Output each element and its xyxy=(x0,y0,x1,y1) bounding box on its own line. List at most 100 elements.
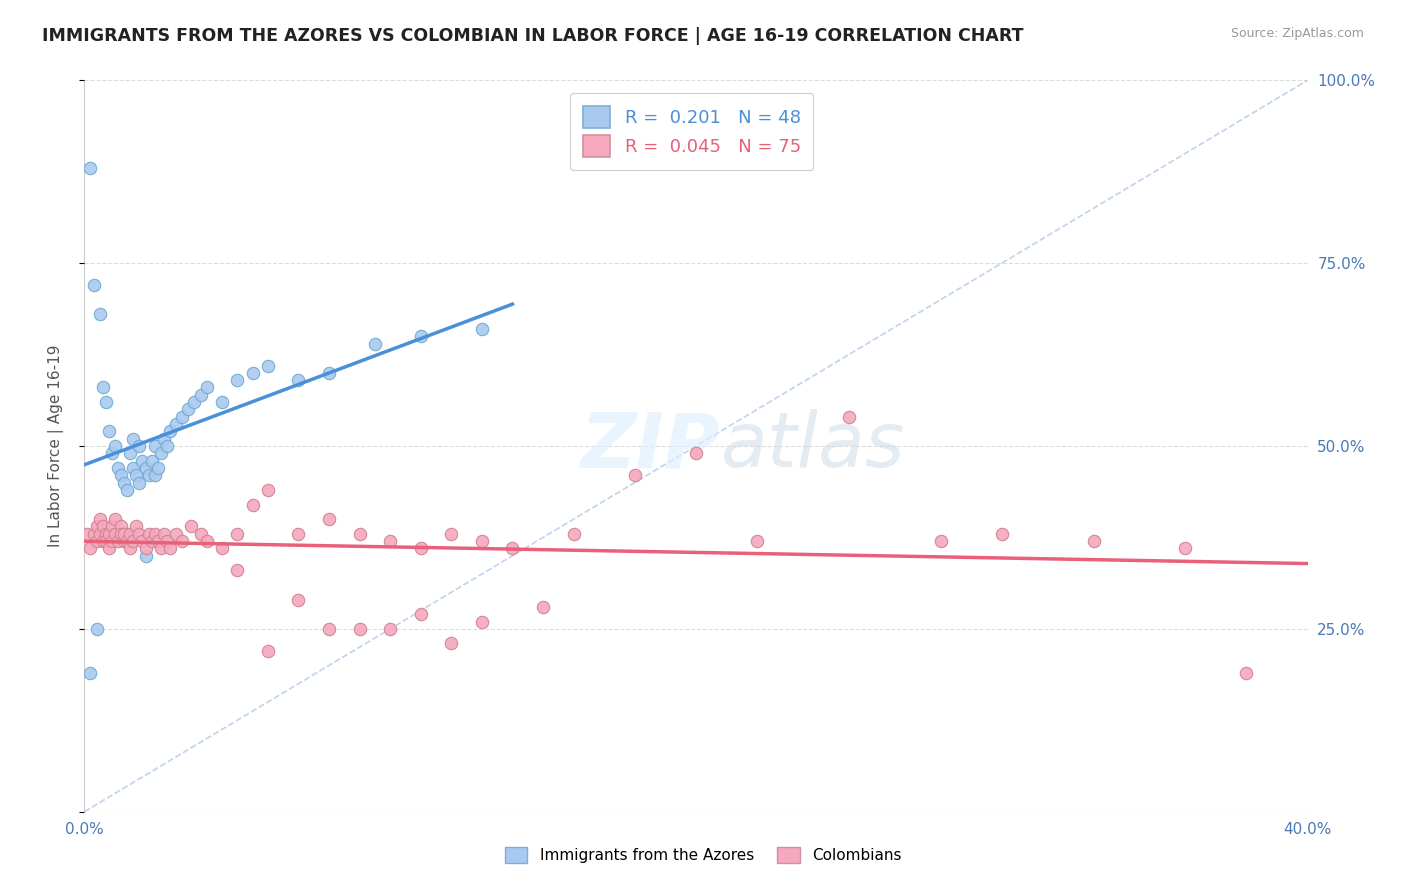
Point xyxy=(156,534,179,549)
Point xyxy=(135,461,157,475)
Point xyxy=(287,526,309,541)
Point xyxy=(76,526,98,541)
Point xyxy=(287,592,309,607)
Point xyxy=(115,483,138,497)
Point xyxy=(747,534,769,549)
Point xyxy=(120,526,142,541)
Point xyxy=(135,549,157,563)
Point xyxy=(318,512,340,526)
Y-axis label: In Labor Force | Age 16-19: In Labor Force | Age 16-19 xyxy=(48,344,63,548)
Point xyxy=(101,534,124,549)
Point xyxy=(1083,534,1105,549)
Point xyxy=(929,534,952,549)
Point xyxy=(97,541,120,556)
Point xyxy=(226,526,249,541)
Point xyxy=(94,526,117,541)
Point xyxy=(195,380,218,394)
Point xyxy=(135,541,157,556)
Point xyxy=(97,526,120,541)
Point xyxy=(107,461,129,475)
Point xyxy=(122,461,145,475)
Text: Source: ZipAtlas.com: Source: ZipAtlas.com xyxy=(1230,27,1364,40)
Point xyxy=(318,366,340,380)
Point xyxy=(149,541,172,556)
Point xyxy=(89,512,111,526)
Point xyxy=(1174,541,1197,556)
Point xyxy=(79,161,101,175)
Point xyxy=(89,526,111,541)
Point xyxy=(153,432,176,446)
Point xyxy=(131,453,153,467)
Point xyxy=(172,534,194,549)
Point xyxy=(257,644,280,658)
Point xyxy=(624,468,647,483)
Point xyxy=(471,534,494,549)
Point xyxy=(86,519,108,533)
Point xyxy=(79,665,101,680)
Point xyxy=(83,278,105,293)
Point xyxy=(101,519,124,533)
Point xyxy=(380,534,402,549)
Point xyxy=(364,336,387,351)
Point xyxy=(91,519,114,533)
Point xyxy=(138,468,160,483)
Point xyxy=(471,322,494,336)
Point xyxy=(104,512,127,526)
Point xyxy=(172,409,194,424)
Point xyxy=(138,526,160,541)
Point xyxy=(122,432,145,446)
Point xyxy=(409,607,432,622)
Point xyxy=(242,498,264,512)
Point xyxy=(91,380,114,394)
Point xyxy=(180,519,202,533)
Point xyxy=(165,417,187,431)
Point xyxy=(153,526,176,541)
Point xyxy=(107,534,129,549)
Point xyxy=(195,534,218,549)
Point xyxy=(190,388,212,402)
Point xyxy=(143,468,166,483)
Point xyxy=(128,526,150,541)
Point xyxy=(128,439,150,453)
Point xyxy=(101,446,124,460)
Point xyxy=(141,534,163,549)
Point xyxy=(86,622,108,636)
Point xyxy=(146,534,169,549)
Point xyxy=(159,425,181,439)
Point xyxy=(141,453,163,467)
Point xyxy=(502,541,524,556)
Point xyxy=(156,439,179,453)
Point xyxy=(226,563,249,577)
Point xyxy=(120,446,142,460)
Point xyxy=(409,329,432,343)
Point xyxy=(190,526,212,541)
Point xyxy=(89,307,111,321)
Point xyxy=(349,622,371,636)
Point xyxy=(1236,665,1258,680)
Point xyxy=(257,483,280,497)
Point xyxy=(110,468,132,483)
Point xyxy=(104,439,127,453)
Point xyxy=(177,402,200,417)
Point xyxy=(242,366,264,380)
Point xyxy=(562,526,585,541)
Point xyxy=(349,526,371,541)
Point xyxy=(226,373,249,387)
Point xyxy=(143,526,166,541)
Point xyxy=(112,475,135,490)
Point xyxy=(685,446,707,460)
Point xyxy=(112,534,135,549)
Text: IMMIGRANTS FROM THE AZORES VS COLOMBIAN IN LABOR FORCE | AGE 16-19 CORRELATION C: IMMIGRANTS FROM THE AZORES VS COLOMBIAN … xyxy=(42,27,1024,45)
Point xyxy=(94,395,117,409)
Point xyxy=(83,526,105,541)
Point xyxy=(159,541,181,556)
Point xyxy=(131,534,153,549)
Point xyxy=(125,519,148,533)
Point xyxy=(110,526,132,541)
Point xyxy=(318,622,340,636)
Point xyxy=(79,541,101,556)
Point xyxy=(146,461,169,475)
Point xyxy=(531,599,554,614)
Point xyxy=(471,615,494,629)
Point xyxy=(211,541,233,556)
